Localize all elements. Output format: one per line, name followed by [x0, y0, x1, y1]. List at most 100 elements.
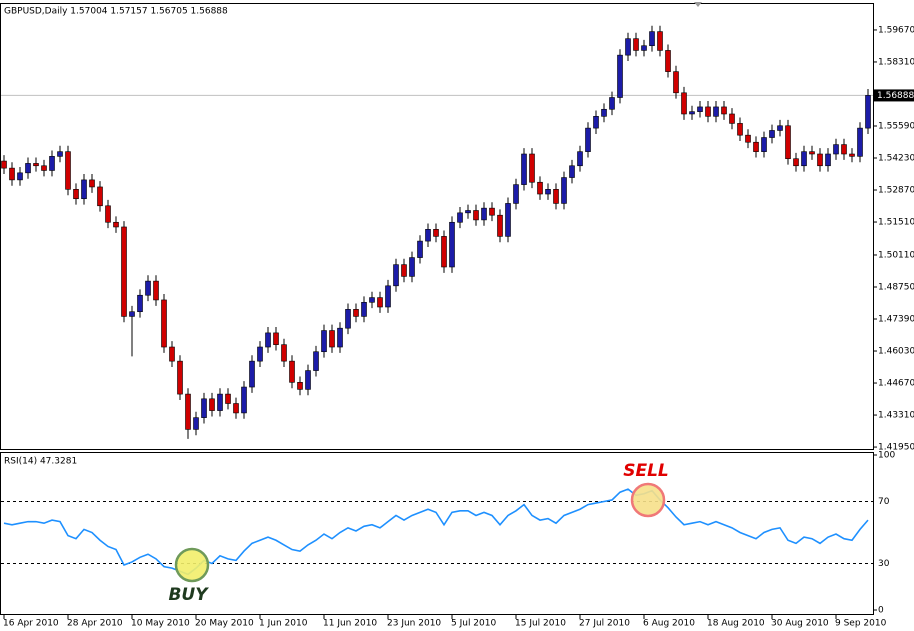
candle-body — [801, 151, 807, 167]
y-tick-label: 1.41950 — [878, 443, 914, 453]
y-tick-label: 30 — [878, 559, 890, 569]
candle-body — [257, 346, 263, 362]
y-tick-label: 1.44670 — [878, 379, 914, 389]
x-tick-label: 20 May 2010 — [195, 619, 254, 629]
candle-body — [377, 297, 383, 308]
candle-body — [225, 393, 231, 404]
period-marker — [694, 2, 702, 7]
candle-body — [641, 45, 647, 51]
y-tick-label: 1.48750 — [878, 282, 914, 292]
candle-body — [65, 151, 71, 190]
candle-body — [849, 153, 855, 157]
y-tick-label: 1.54230 — [878, 154, 914, 164]
candle-body — [305, 370, 311, 390]
y-tick-label: 1.59670 — [878, 25, 914, 35]
candle-body — [153, 280, 159, 301]
candle-body — [9, 167, 15, 181]
candle-body — [73, 189, 79, 200]
candle-body — [185, 393, 191, 430]
candle-body — [441, 236, 447, 268]
sell-marker — [630, 482, 666, 518]
y-tick-label: 1.55590 — [878, 121, 914, 131]
candle-body — [457, 212, 463, 223]
candle-body — [497, 214, 503, 237]
candle-body — [769, 130, 775, 138]
candle-body — [321, 330, 327, 353]
candle-body — [449, 221, 455, 268]
last-price-label: 1.56888 — [877, 91, 914, 101]
candle-body — [481, 207, 487, 221]
candle-body — [625, 38, 631, 56]
candle-body — [737, 123, 743, 136]
annotation: BUY — [168, 585, 209, 605]
rsi-pane — [0, 452, 874, 615]
candle-body — [745, 134, 751, 143]
candle-body — [273, 332, 279, 345]
chart-title: GBPUSD,Daily 1.57004 1.57157 1.56705 1.5… — [4, 7, 228, 17]
candle-body — [217, 393, 223, 411]
candle-body — [753, 141, 759, 152]
candle-body — [329, 330, 335, 348]
candle-body — [489, 207, 495, 216]
annotation: SELL — [623, 461, 669, 481]
candle-body — [57, 151, 63, 157]
candle-body — [361, 301, 367, 317]
candle-body — [385, 285, 391, 308]
x-tick-label: 30 Aug 2010 — [771, 619, 829, 629]
candle-body — [761, 137, 767, 152]
candle-body — [593, 116, 599, 129]
x-tick-label: 9 Sep 2010 — [835, 619, 887, 629]
candle-body — [841, 144, 847, 155]
price-pane — [0, 3, 874, 450]
x-tick-label: 10 May 2010 — [131, 619, 190, 629]
y-tick-label: 1.47390 — [878, 315, 914, 325]
candle-body — [553, 189, 559, 204]
rsi-line — [3, 488, 869, 576]
candle-body — [417, 240, 423, 258]
candle-body — [81, 179, 87, 200]
candle-body — [145, 280, 151, 296]
candle-body — [729, 113, 735, 124]
candle-body — [121, 226, 127, 317]
candle-body — [793, 158, 799, 167]
x-tick-label: 15 Jul 2010 — [515, 619, 566, 629]
candle-body — [577, 151, 583, 167]
last-price-box — [874, 89, 914, 102]
candle-body — [425, 229, 431, 242]
candle-body — [17, 172, 23, 181]
candle-body — [1, 160, 7, 169]
candle-body — [537, 181, 543, 195]
x-tick-label: 18 Aug 2010 — [707, 619, 765, 629]
candle-body — [113, 221, 119, 228]
candle-body — [705, 106, 711, 117]
candle-body — [97, 186, 103, 207]
candle-body — [433, 229, 439, 237]
candle-body — [513, 184, 519, 204]
candle-body — [265, 332, 271, 348]
candle-body — [529, 153, 535, 183]
y-tick-label: 1.52870 — [878, 186, 914, 196]
candle-body — [721, 106, 727, 115]
candle-body — [681, 92, 687, 115]
candle-body — [25, 163, 31, 174]
candle-body — [297, 382, 303, 390]
y-tick-label: 100 — [878, 451, 895, 461]
candle-body — [697, 106, 703, 112]
candle-body — [209, 398, 215, 411]
candle-body — [129, 311, 135, 317]
candle-body — [169, 346, 175, 362]
candle-body — [465, 210, 471, 214]
candle-body — [585, 127, 591, 152]
candle-body — [609, 97, 615, 110]
candle-body — [817, 153, 823, 167]
candle-body — [825, 153, 831, 167]
candle-body — [657, 31, 663, 51]
candle-body — [777, 125, 783, 131]
candle-body — [833, 144, 839, 155]
candle-body — [137, 294, 143, 313]
candle-body — [41, 165, 47, 171]
x-tick-label: 16 Apr 2010 — [3, 619, 59, 629]
candle-body — [393, 264, 399, 287]
candle-body — [673, 71, 679, 94]
